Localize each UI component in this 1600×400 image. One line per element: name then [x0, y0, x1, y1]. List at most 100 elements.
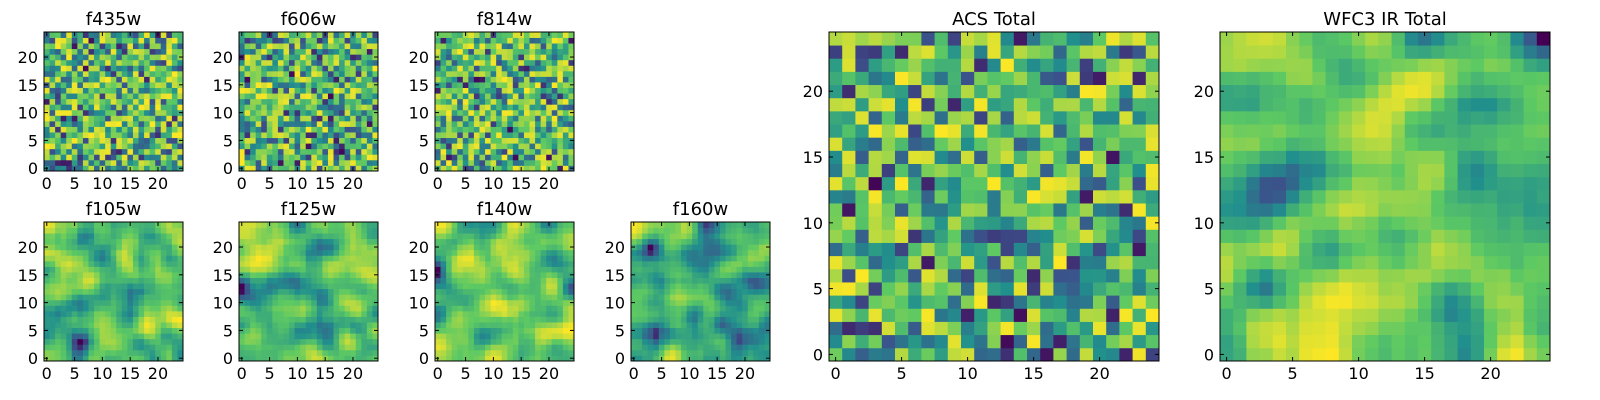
heatmap-cell: [71, 283, 78, 290]
heatmap-cell: [540, 338, 547, 345]
heatmap-cell: [138, 272, 145, 278]
heatmap-cell: [473, 159, 480, 166]
heatmap-cell: [82, 54, 89, 61]
heatmap-cell: [132, 104, 139, 111]
heatmap-cell: [171, 288, 178, 295]
heatmap-cell: [1119, 334, 1133, 349]
heatmap-cell: [708, 349, 715, 356]
heatmap-cell: [507, 82, 514, 88]
heatmap-cell: [127, 82, 134, 88]
heatmap-cell: [719, 305, 726, 312]
heatmap-cell: [144, 70, 151, 77]
heatmap-cell: [1079, 189, 1094, 204]
heatmap-cell: [283, 126, 290, 133]
heatmap-cell: [523, 37, 530, 44]
heatmap-cell: [669, 288, 676, 295]
heatmap-cell: [322, 344, 329, 351]
heatmap-cell: [642, 349, 649, 356]
heatmap-cell: [66, 255, 73, 262]
heatmap-cell: [855, 347, 869, 362]
heatmap-cell: [155, 37, 162, 44]
heatmap-cell: [250, 154, 257, 161]
heatmap-cell: [535, 277, 542, 284]
heatmap-cell: [88, 159, 95, 166]
heatmap-cell: [116, 244, 123, 251]
heatmap-cell: [540, 70, 547, 77]
heatmap-cell: [144, 277, 151, 284]
heatmap-cell: [366, 249, 373, 256]
heatmap-cell: [110, 65, 117, 72]
heatmap-cell: [440, 355, 447, 362]
heatmap-cell: [255, 37, 262, 44]
heatmap-cell: [177, 260, 184, 267]
heatmap-cell: [49, 283, 56, 290]
y-tick-label: 0: [223, 159, 233, 178]
heatmap-cell: [272, 355, 279, 362]
heatmap-cell: [692, 322, 699, 329]
heatmap-cell: [669, 255, 676, 262]
heatmap-cell: [355, 59, 362, 66]
heatmap-cell: [322, 322, 329, 329]
heatmap-cell: [479, 59, 486, 66]
heatmap-cell: [88, 344, 95, 351]
heatmap-cell: [272, 132, 279, 139]
heatmap-cell: [1145, 282, 1160, 296]
heatmap-cell: [947, 242, 962, 257]
heatmap-cell: [116, 305, 123, 312]
heatmap-cell: [49, 238, 56, 245]
heatmap-cell: [294, 65, 301, 72]
heatmap-cell: [138, 143, 145, 150]
heatmap-cell: [99, 126, 106, 133]
heatmap-cell: [361, 327, 368, 334]
heatmap-cell: [311, 316, 318, 323]
heatmap-cell: [446, 310, 453, 317]
heatmap-cell: [440, 294, 447, 301]
heatmap-cell: [166, 349, 173, 356]
heatmap-cell: [333, 59, 340, 66]
heatmap-cell: [94, 65, 100, 72]
heatmap-cell: [344, 76, 351, 83]
heatmap-cell: [239, 126, 245, 133]
heatmap-cell: [149, 98, 156, 105]
heatmap-cell: [177, 238, 184, 245]
heatmap-cell: [160, 355, 167, 362]
heatmap-cell: [764, 333, 771, 340]
heatmap-cell: [468, 327, 475, 334]
heatmap-cell: [149, 272, 156, 278]
heatmap-cell: [55, 32, 62, 38]
heatmap-cell: [490, 322, 497, 329]
heatmap-cell: [149, 233, 156, 240]
heatmap-cell: [294, 349, 301, 356]
heatmap-cell: [557, 310, 564, 317]
heatmap-cell: [105, 316, 112, 323]
heatmap-cell: [333, 227, 340, 234]
heatmap-cell: [529, 126, 536, 133]
heatmap-cell: [490, 227, 497, 234]
heatmap-cell: [636, 266, 643, 273]
heatmap-cell: [99, 76, 106, 83]
heatmap-cell: [507, 266, 514, 273]
heatmap-cell: [546, 333, 553, 340]
heatmap-cell: [344, 109, 351, 116]
heatmap-cell: [355, 48, 362, 55]
heatmap-cell: [132, 310, 139, 317]
heatmap-cell: [132, 143, 139, 150]
heatmap-cell: [361, 120, 368, 127]
heatmap-cell: [747, 333, 754, 340]
heatmap-cell: [166, 132, 173, 139]
heatmap-cell: [44, 266, 50, 273]
heatmap-cell: [350, 244, 357, 251]
heatmap-cell: [546, 65, 553, 72]
heatmap-cell: [535, 310, 542, 317]
heatmap-cell: [485, 238, 491, 245]
heatmap-cell: [166, 109, 173, 116]
heatmap-cell: [507, 120, 514, 127]
heatmap-cell: [333, 137, 340, 144]
heatmap-cell: [446, 54, 453, 61]
heatmap-cell: [1053, 268, 1067, 283]
heatmap-cell: [457, 322, 464, 329]
heatmap-cell: [344, 322, 351, 329]
heatmap-cell: [94, 54, 100, 61]
heatmap-cell: [636, 344, 643, 351]
heatmap-cell: [468, 322, 475, 329]
